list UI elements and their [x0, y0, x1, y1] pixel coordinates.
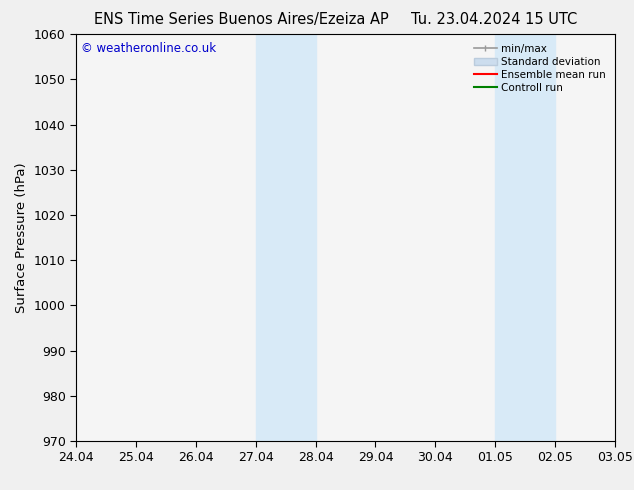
Y-axis label: Surface Pressure (hPa): Surface Pressure (hPa)	[15, 162, 29, 313]
Legend: min/max, Standard deviation, Ensemble mean run, Controll run: min/max, Standard deviation, Ensemble me…	[470, 40, 610, 97]
Bar	[256, 34, 316, 441]
Bar	[495, 34, 555, 441]
Text: © weatheronline.co.uk: © weatheronline.co.uk	[81, 43, 217, 55]
Text: Tu. 23.04.2024 15 UTC: Tu. 23.04.2024 15 UTC	[411, 12, 578, 27]
Text: ENS Time Series Buenos Aires/Ezeiza AP: ENS Time Series Buenos Aires/Ezeiza AP	[94, 12, 388, 27]
